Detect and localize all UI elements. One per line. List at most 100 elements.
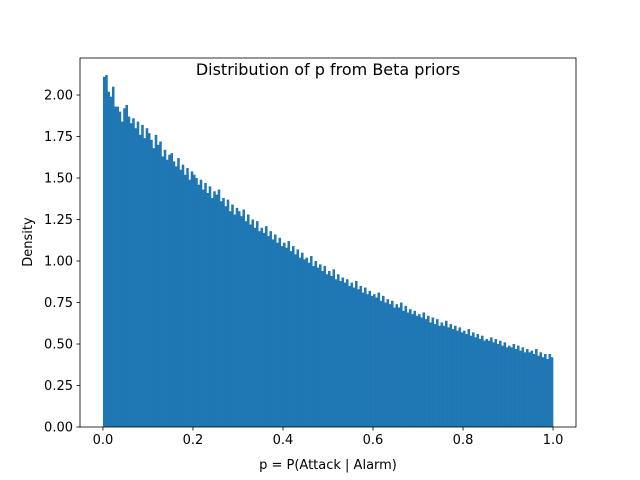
histogram-bar [474,337,477,427]
histogram-bar [159,141,162,427]
histogram-bar [138,134,142,427]
histogram-bar [134,128,138,427]
histogram-bar [262,232,266,427]
histogram-bar [454,325,457,427]
x-tick-label: 0.4 [273,433,294,448]
histogram-bar [114,106,117,428]
histogram-bar [519,350,522,427]
histogram-bar [539,352,543,427]
histogram-bar [361,292,365,427]
histogram-bar [276,242,279,427]
histogram-bar [523,352,527,427]
histogram-bar [116,106,120,428]
x-tick-label: 0.0 [93,433,114,448]
histogram-bar [206,192,210,427]
histogram-bar [314,261,318,427]
histogram-bar [282,242,286,427]
histogram-bar [483,340,486,427]
histogram-bar [242,209,246,427]
histogram-bar [411,314,414,427]
x-tick-label: 0.2 [183,433,204,448]
histogram-bar [300,252,304,427]
histogram-bar [258,231,261,427]
histogram-bar [415,315,419,427]
histogram-bar [413,310,417,427]
y-tick-label: 0.00 [44,421,73,436]
histogram-bar [514,348,518,427]
histogram-bar [291,246,295,427]
y-tick-label: 0.75 [44,296,73,311]
histogram-bar [325,274,329,427]
histogram-bar [260,227,264,427]
histogram-bar [494,339,498,427]
histogram-bar [384,302,387,427]
histogram-bar [379,300,383,427]
bars [102,75,554,428]
histogram-bar [244,221,248,427]
histogram-bar [404,305,408,427]
histogram-bar [120,121,124,428]
histogram-bar [204,182,207,427]
histogram-bar [526,348,529,427]
chart-title: Distribution of p from Beta priors [196,60,460,79]
histogram-bar [442,325,446,427]
histogram-bar [431,317,435,427]
histogram-bar [111,86,115,427]
histogram-bar [163,149,167,427]
histogram-bar [253,227,257,427]
histogram-bar [105,75,108,427]
histogram-bar [305,257,309,427]
histogram-bar [188,179,192,427]
histogram-bar [422,312,426,427]
histogram-bar [298,257,302,427]
histogram-bar [143,138,147,428]
histogram-bar [280,246,284,427]
histogram-bar [102,76,106,428]
histogram-bar [427,315,430,427]
histogram-bar [440,322,444,427]
histogram-bar [168,154,171,427]
histogram-bar [231,204,234,427]
histogram-bar [165,159,169,427]
histogram-bar [154,134,158,427]
histogram-bar [129,123,133,428]
y-tick-label: 0.50 [44,338,73,353]
histogram-bar [532,353,536,427]
histogram-bar [145,128,149,427]
histogram-bar [476,334,480,427]
histogram-bar [370,295,374,427]
histogram-bar [436,319,439,427]
histogram-bar [294,254,297,427]
histogram-bar [289,251,293,427]
histogram-bar [197,184,201,427]
histogram-bar [537,355,540,427]
histogram-bar [458,327,462,427]
histogram-bar [107,91,111,428]
histogram-bar [402,310,405,427]
histogram-bar [492,342,495,427]
histogram-bar [343,282,347,427]
histogram-bar [355,280,358,427]
histogram-bar [508,345,511,427]
histogram-bar [249,224,252,427]
histogram-bar [505,347,509,427]
histogram-bar [183,174,187,427]
histogram-bar [264,226,268,427]
histogram-bar [328,270,331,427]
histogram-bar [287,241,291,427]
y-axis-label: Density [21,217,36,267]
histogram-bar [224,206,228,427]
histogram-bar [469,335,473,427]
histogram-bar [418,314,421,427]
histogram-bar [420,317,423,427]
histogram-bar [373,294,376,427]
histogram-bar [330,275,333,427]
histogram-bar [496,344,500,427]
histogram-bar [535,348,538,427]
histogram-bar [487,340,491,427]
histogram-bar [438,325,441,427]
histogram-bar [271,239,275,427]
histogram-bar [255,221,259,427]
histogram-bar [201,189,205,427]
